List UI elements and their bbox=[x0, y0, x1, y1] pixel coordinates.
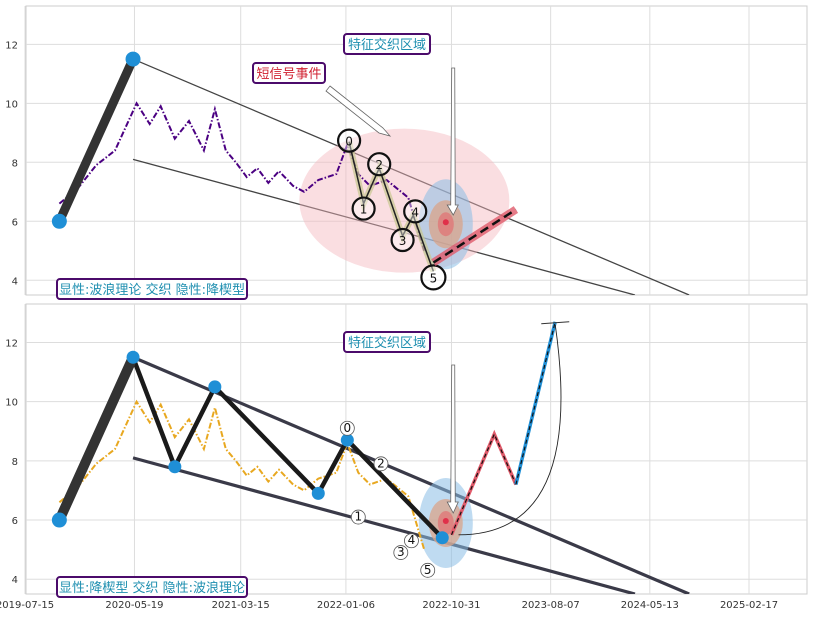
wave-label-circle bbox=[373, 456, 389, 472]
wave-label-circle bbox=[420, 562, 436, 578]
wave-label: 4 bbox=[411, 205, 419, 219]
pivot-dot bbox=[125, 51, 141, 67]
x-tick-label: 2019-07-15 bbox=[0, 600, 54, 611]
y-tick-label: 12 bbox=[5, 338, 18, 349]
y-tick-label: 6 bbox=[12, 217, 18, 228]
wave-label-circle bbox=[404, 533, 419, 549]
y-tick-label: 8 bbox=[12, 457, 18, 468]
wave-label: 5 bbox=[430, 271, 438, 285]
pattern-summary-label-box bbox=[56, 576, 248, 598]
y-tick-label: 8 bbox=[12, 158, 18, 169]
feature-zone-point bbox=[442, 219, 449, 226]
feature-zone-point bbox=[442, 517, 449, 524]
x-tick-label: 2023-08-07 bbox=[522, 600, 580, 611]
wave-label: 1 bbox=[354, 510, 362, 524]
projection-red-dash bbox=[450, 432, 517, 536]
y-tick-label: 6 bbox=[12, 516, 18, 527]
projection-arc bbox=[458, 324, 562, 536]
feature-zone-label: 特征交织区域 bbox=[348, 37, 426, 53]
short-signal-arrow bbox=[325, 85, 392, 137]
wave-label: 5 bbox=[424, 563, 432, 577]
pivot-dot bbox=[168, 460, 182, 474]
x-tick-label: 2020-05-19 bbox=[105, 600, 163, 611]
wave-label-circle bbox=[351, 196, 376, 221]
bottom-clip-group: 0 1 2 34 5 bbox=[51, 321, 690, 594]
x-axis: 2019-07-15 2020-05-19 2021-03-15 2022-01-06… bbox=[0, 600, 778, 611]
wave-label-circle bbox=[339, 420, 355, 436]
x-tick-label: 2022-10-31 bbox=[422, 600, 480, 611]
feature-zone-label-box bbox=[343, 33, 431, 55]
y-tick-label: 10 bbox=[5, 398, 18, 409]
annotation-arrow bbox=[446, 67, 459, 216]
wave-label-circle bbox=[393, 545, 409, 560]
pivot-dot bbox=[340, 433, 354, 447]
y-tick-label: 12 bbox=[5, 40, 18, 51]
pattern-summary-label-box bbox=[56, 278, 248, 300]
pattern-summary-label: 显性:降楔型 交织 隐性:波浪理论 bbox=[59, 580, 245, 596]
impulse-line bbox=[54, 54, 138, 226]
target-marker bbox=[541, 321, 570, 325]
wave-label-circle bbox=[420, 264, 447, 291]
x-tick-label: 2025-02-17 bbox=[720, 600, 778, 611]
price-series-line bbox=[58, 399, 426, 550]
pivot-dot bbox=[51, 512, 67, 528]
wave-label-circle bbox=[390, 227, 415, 253]
wave-label: 1 bbox=[360, 203, 368, 217]
pivot-dot bbox=[126, 350, 140, 364]
wave-label: 4 bbox=[408, 533, 416, 547]
short-signal-label-box bbox=[252, 62, 326, 84]
feature-zone-label-box bbox=[343, 331, 431, 353]
y-tick-label: 10 bbox=[5, 99, 18, 110]
wave-label-circle bbox=[403, 199, 428, 224]
wave-label-circle bbox=[367, 152, 392, 177]
y-tick-label: 4 bbox=[12, 575, 18, 586]
pattern-summary-label: 显性:波浪理论 交织 隐性:降楔型 bbox=[59, 282, 245, 298]
impulse-line bbox=[54, 352, 138, 525]
wave-label: 0 bbox=[345, 135, 353, 149]
short-signal-label: 短信号事件 bbox=[256, 67, 321, 82]
pivot-dot bbox=[51, 213, 67, 229]
wave-label: 0 bbox=[344, 421, 352, 435]
projection-blue-line bbox=[514, 321, 557, 485]
pivot-dot bbox=[311, 486, 325, 500]
wedge-lower-line bbox=[132, 158, 636, 295]
wedge-lower-line bbox=[132, 456, 636, 594]
wave-label: 2 bbox=[377, 456, 385, 470]
wave-label: 3 bbox=[397, 545, 405, 559]
wedge-upper-line bbox=[132, 58, 690, 295]
top-clip-group: 0 1 2 3 4 5 bbox=[51, 51, 690, 295]
annotation-arrow bbox=[446, 364, 459, 514]
pivot-dot bbox=[435, 531, 449, 545]
x-tick-label: 2024-05-13 bbox=[621, 600, 679, 611]
wave-line bbox=[348, 141, 435, 272]
pivot-dot bbox=[208, 380, 222, 394]
wave-label: 3 bbox=[399, 234, 407, 248]
x-tick-label: 2021-03-15 bbox=[212, 600, 270, 611]
projection-dash bbox=[432, 208, 517, 264]
feature-zone-label: 特征交织区域 bbox=[348, 335, 426, 351]
wave-label-circle bbox=[336, 128, 362, 153]
wave-label: 2 bbox=[375, 158, 383, 172]
x-tick-label: 2022-01-06 bbox=[317, 600, 375, 611]
wave-label-circle bbox=[350, 509, 366, 525]
y-tick-label: 4 bbox=[12, 276, 18, 287]
